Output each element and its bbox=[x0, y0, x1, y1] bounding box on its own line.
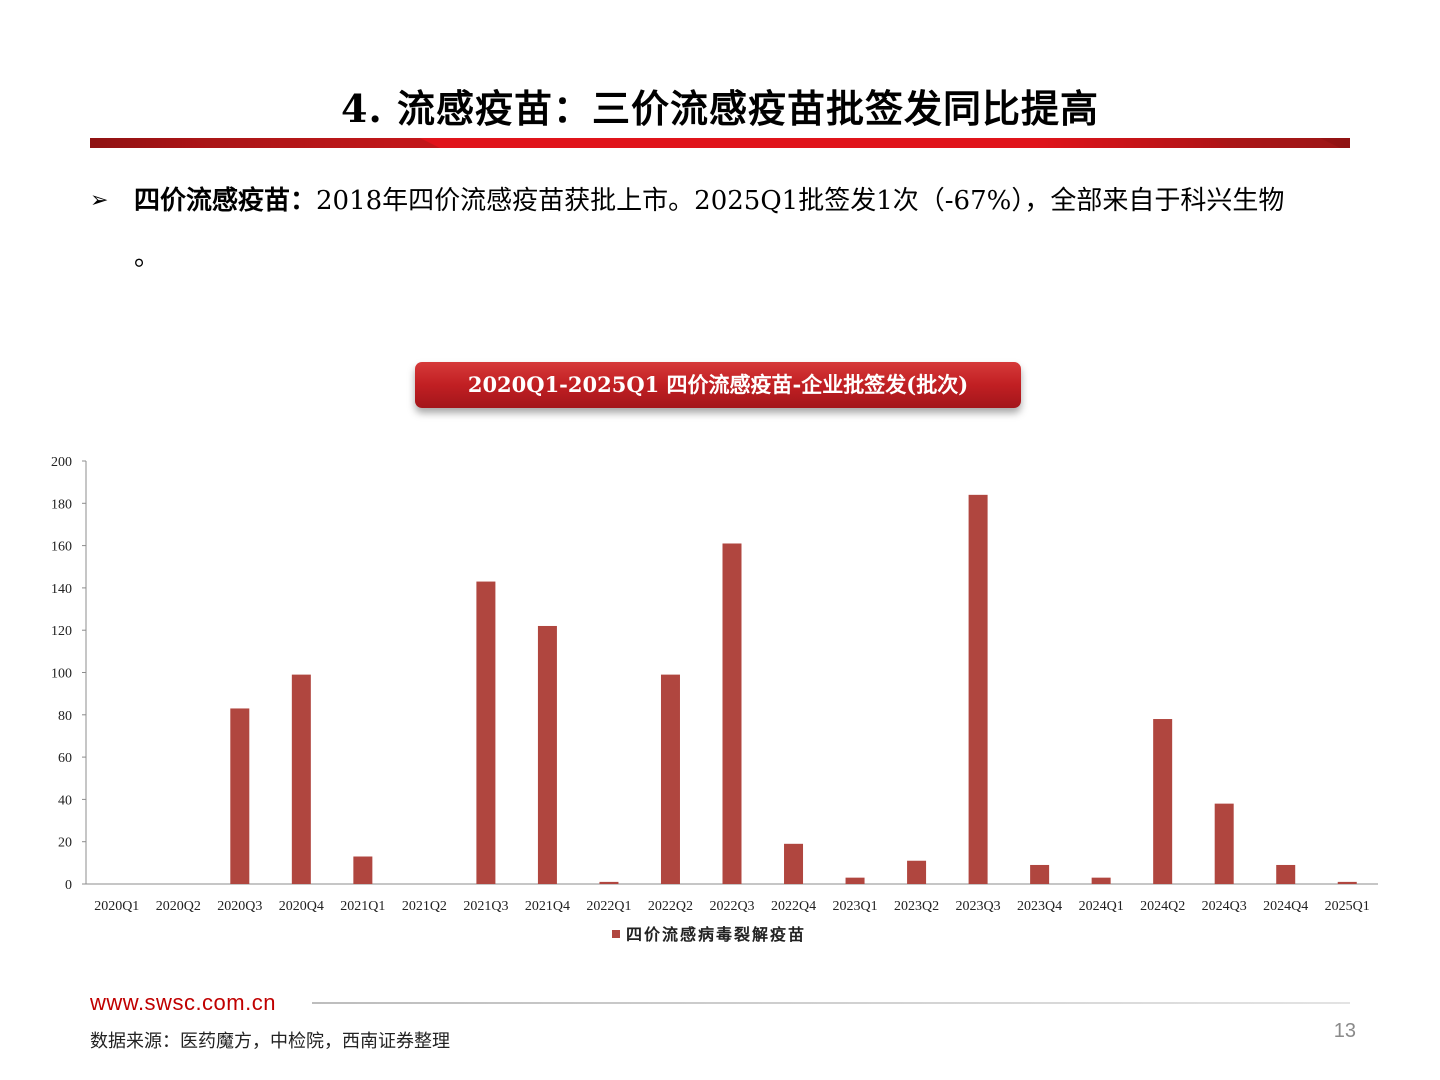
x-tick-label: 2024Q1 bbox=[1079, 899, 1124, 914]
y-tick-label: 20 bbox=[58, 836, 72, 851]
x-tick-label: 2021Q3 bbox=[463, 899, 508, 914]
bar-2020Q3: 2020Q3: 83 bbox=[230, 708, 250, 884]
bar-2023Q3: 2023Q3: 184 bbox=[968, 494, 988, 884]
x-tick-label: 2023Q1 bbox=[832, 899, 877, 914]
page-number: 13 bbox=[1333, 1020, 1356, 1042]
bullet-text: 四价流感疫苗：2018年四价流感疫苗获批上市。2025Q1批签发1次（-67%）… bbox=[134, 184, 1364, 218]
x-tick-label: 2024Q2 bbox=[1140, 899, 1185, 914]
x-tick-label: 2025Q1 bbox=[1325, 899, 1370, 914]
x-tick-label: 2023Q2 bbox=[894, 899, 939, 914]
x-tick-label: 2024Q4 bbox=[1263, 899, 1308, 914]
bar-2021Q1: 2021Q1: 13 bbox=[353, 856, 373, 884]
x-tick-label: 2022Q2 bbox=[648, 899, 693, 914]
bar-series: 2020Q1: 02020Q2: 02020Q3: 832020Q4: 9920… bbox=[230, 494, 1357, 884]
y-tick-label: 0 bbox=[65, 878, 72, 893]
bar-2022Q3: 2022Q3: 161 bbox=[722, 543, 742, 884]
title-rule bbox=[90, 138, 1350, 148]
footer-rule bbox=[312, 1002, 1350, 1004]
bar-2023Q2: 2023Q2: 11 bbox=[907, 860, 927, 884]
x-tick-label: 2023Q4 bbox=[1017, 899, 1062, 914]
x-tick-label: 2020Q1 bbox=[94, 899, 139, 914]
x-tick-label: 2021Q2 bbox=[402, 899, 447, 914]
y-tick-label: 60 bbox=[58, 751, 72, 766]
bar-2020Q4: 2020Q4: 99 bbox=[291, 674, 311, 884]
bar-2021Q3: 2021Q3: 143 bbox=[476, 581, 496, 884]
bullet-continuation: 。 bbox=[134, 242, 161, 272]
bullet-arrow-icon: ➢ bbox=[90, 188, 109, 213]
x-tick-label: 2020Q3 bbox=[217, 899, 262, 914]
y-tick-label: 120 bbox=[51, 624, 72, 639]
x-tick-label: 2024Q3 bbox=[1202, 899, 1247, 914]
legend-label: 四价流感病毒裂解疫苗 bbox=[626, 925, 806, 944]
bar-chart: 0 20 40 60 80 100 120 140 160 180 200 2020Q1 2020Q2… bbox=[51, 455, 1378, 944]
y-axis: 0 20 40 60 80 100 120 140 160 180 200 bbox=[51, 455, 87, 893]
y-tick-label: 100 bbox=[51, 667, 72, 682]
x-tick-label: 2020Q4 bbox=[279, 899, 324, 914]
y-tick-label: 160 bbox=[51, 540, 72, 555]
bar-2022Q2: 2022Q2: 99 bbox=[660, 674, 680, 884]
x-tick-label: 2021Q1 bbox=[340, 899, 385, 914]
chart-title: 2020Q1-2025Q1 四价流感疫苗-企业批签发(批次) bbox=[415, 362, 1021, 408]
y-tick-label: 140 bbox=[51, 582, 72, 597]
y-tick-label: 80 bbox=[58, 709, 72, 724]
x-tick-label: 2021Q4 bbox=[525, 899, 570, 914]
bar-2022Q4: 2022Q4: 19 bbox=[784, 843, 804, 884]
bar-2024Q1: 2024Q1: 3 bbox=[1091, 877, 1111, 884]
x-tick-label: 2022Q3 bbox=[709, 899, 754, 914]
bar-2023Q4: 2023Q4: 9 bbox=[1030, 864, 1050, 884]
x-axis: 2020Q1 2020Q2 2020Q3 2020Q4 2021Q1 2021Q2 2021… bbox=[86, 883, 1378, 914]
bar-2022Q1: 2022Q1: 1 bbox=[599, 881, 619, 884]
y-tick-label: 40 bbox=[58, 793, 72, 808]
footer-url: www.swsc.com.cn bbox=[90, 990, 276, 1015]
x-tick-label: 2020Q2 bbox=[156, 899, 201, 914]
legend: 四价流感病毒裂解疫苗 bbox=[612, 925, 806, 944]
bullet-term: 四价流感疫苗： bbox=[134, 186, 317, 216]
y-tick-label: 200 bbox=[51, 455, 72, 470]
bar-2024Q3: 2024Q3: 38 bbox=[1214, 803, 1234, 884]
bar-2023Q1: 2023Q1: 3 bbox=[845, 877, 865, 884]
legend-swatch bbox=[612, 930, 620, 938]
bullet-body: 2018年四价流感疫苗获批上市。2025Q1批签发1次（-67%），全部来自于科… bbox=[316, 186, 1285, 216]
x-tick-label: 2023Q3 bbox=[956, 899, 1001, 914]
slide-title: 4. 流感疫苗：三价流感疫苗批签发同比提高 bbox=[341, 86, 1099, 131]
x-tick-label: 2022Q1 bbox=[586, 899, 631, 914]
bar-2024Q2: 2024Q2: 78 bbox=[1153, 719, 1173, 884]
bar-2025Q1: 2025Q1: 1 bbox=[1337, 881, 1357, 884]
bar-2024Q4: 2024Q4: 9 bbox=[1276, 864, 1296, 884]
y-tick-label: 180 bbox=[51, 497, 72, 512]
x-tick-label: 2022Q4 bbox=[771, 899, 816, 914]
bar-2021Q4: 2021Q4: 122 bbox=[537, 625, 557, 884]
data-source-note: 数据来源：医药魔方，中检院，西南证券整理 bbox=[90, 1031, 450, 1052]
